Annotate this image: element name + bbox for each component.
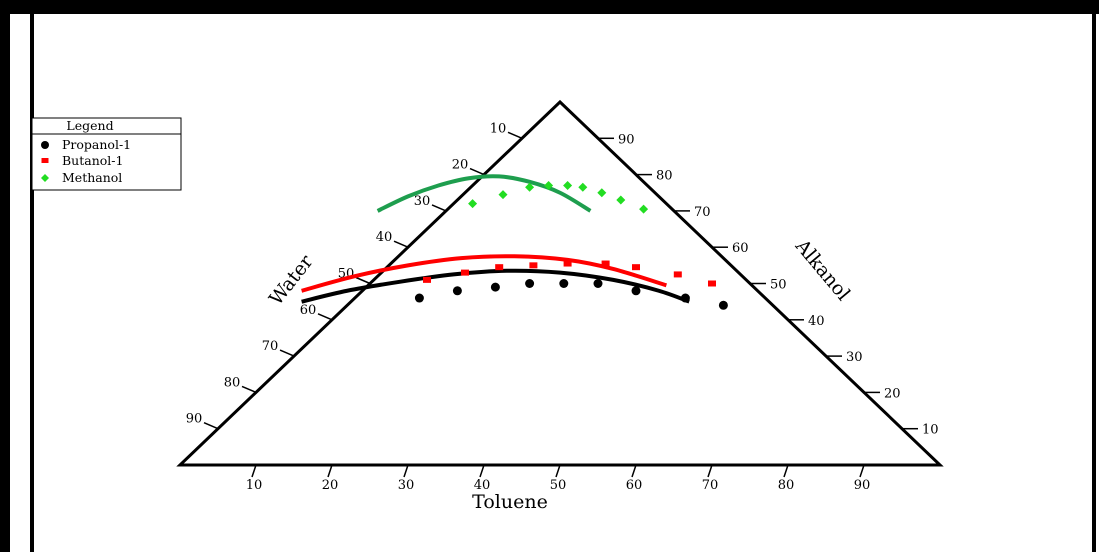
tick-label-left: 10	[490, 121, 507, 136]
tick-bottom	[479, 464, 485, 478]
legend-title: Legend	[66, 118, 113, 133]
fit-curves	[301, 174, 690, 304]
tick-label-bottom: 60	[626, 478, 643, 493]
tick-left	[431, 204, 447, 212]
tick-label-left: 90	[186, 412, 203, 427]
legend-box	[31, 117, 182, 191]
point-butanol	[495, 264, 504, 271]
tick-left	[507, 131, 523, 139]
point-propanol	[490, 282, 500, 292]
data-points	[414, 180, 728, 310]
tick-label-left: 80	[224, 375, 241, 390]
point-butanol	[461, 269, 469, 276]
tick-label-right: 60	[732, 241, 749, 256]
point-butanol	[529, 262, 538, 269]
tick-left	[279, 349, 295, 357]
tick-label-right: 70	[694, 205, 711, 220]
fit-curve-propanol	[301, 268, 690, 304]
tick-label-right: 80	[656, 169, 673, 184]
tick-bottom	[327, 464, 333, 478]
axis-title-alkanol: Alkanol	[790, 235, 854, 305]
point-methanol	[578, 182, 588, 192]
tick-left	[317, 313, 333, 321]
legend-entry-methanol: Methanol	[62, 170, 122, 185]
point-propanol	[525, 279, 535, 288]
tick-label-right: 90	[618, 132, 635, 147]
tick-bottom	[555, 464, 561, 478]
point-propanol	[631, 286, 641, 296]
tick-left	[241, 385, 257, 394]
tick-label-bottom: 20	[322, 478, 339, 493]
point-propanol	[452, 286, 462, 296]
tick-label-right: 40	[808, 314, 825, 329]
point-propanol	[718, 300, 728, 310]
fit-curve-butanol	[301, 254, 667, 293]
point-butanol	[423, 276, 431, 283]
tick-label-bottom: 70	[702, 478, 719, 493]
legend-marker-methanol	[41, 174, 49, 182]
point-methanol	[616, 195, 626, 205]
tick-bottom	[251, 464, 257, 478]
tick-label-right: 50	[770, 278, 787, 293]
legend-entry-butanol: Butanol-1	[62, 153, 123, 168]
tick-label-left: 60	[300, 303, 317, 318]
legend: Legend Propanol-1 Butanol-1 Methanol	[31, 117, 182, 191]
point-methanol	[498, 190, 508, 200]
tick-label-bottom: 30	[398, 478, 415, 493]
tick-label-left: 30	[414, 194, 431, 209]
point-propanol	[680, 293, 690, 303]
point-butanol	[563, 260, 572, 267]
tick-label-bottom: 40	[474, 478, 491, 493]
point-butanol	[632, 264, 640, 271]
point-methanol	[563, 180, 573, 190]
tick-marks: 10 20 30 40 50 60 70 80 90 10 20 30 40 50 60 70 80 90 10 20…	[186, 121, 939, 493]
tick-bottom	[631, 464, 637, 478]
tick-label-left: 70	[262, 339, 279, 354]
tick-bottom	[707, 464, 713, 478]
tick-label-bottom: 50	[550, 478, 567, 493]
tick-left	[203, 422, 219, 430]
tick-left	[355, 276, 371, 285]
axis-title-toluene: Toluene	[472, 491, 548, 513]
point-propanol	[593, 279, 603, 288]
point-methanol	[525, 182, 535, 192]
point-methanol	[597, 188, 607, 198]
tick-left	[393, 240, 409, 248]
tick-bottom	[859, 464, 865, 478]
legend-marker-propanol	[41, 141, 49, 149]
point-butanol	[708, 280, 716, 287]
tick-label-bottom: 90	[854, 478, 871, 493]
tick-label-left: 40	[376, 230, 393, 245]
tick-left	[469, 167, 485, 176]
point-butanol	[673, 271, 682, 278]
point-methanol	[468, 199, 478, 209]
legend-entry-propanol: Propanol-1	[62, 137, 131, 152]
tick-label-right: 20	[884, 386, 901, 401]
legend-marker-butanol	[41, 158, 49, 163]
point-methanol	[544, 180, 554, 190]
point-methanol	[639, 204, 649, 214]
point-propanol	[559, 279, 569, 288]
point-butanol	[601, 260, 610, 267]
tick-bottom	[783, 464, 789, 478]
tick-bottom	[403, 464, 409, 478]
tick-label-right: 30	[846, 350, 863, 365]
tick-label-right: 10	[922, 423, 939, 438]
fit-curve-methanol	[376, 174, 592, 213]
point-propanol	[414, 293, 424, 303]
tick-label-bottom: 80	[778, 478, 795, 493]
tick-label-left: 20	[452, 158, 469, 173]
tick-label-bottom: 10	[246, 478, 263, 493]
